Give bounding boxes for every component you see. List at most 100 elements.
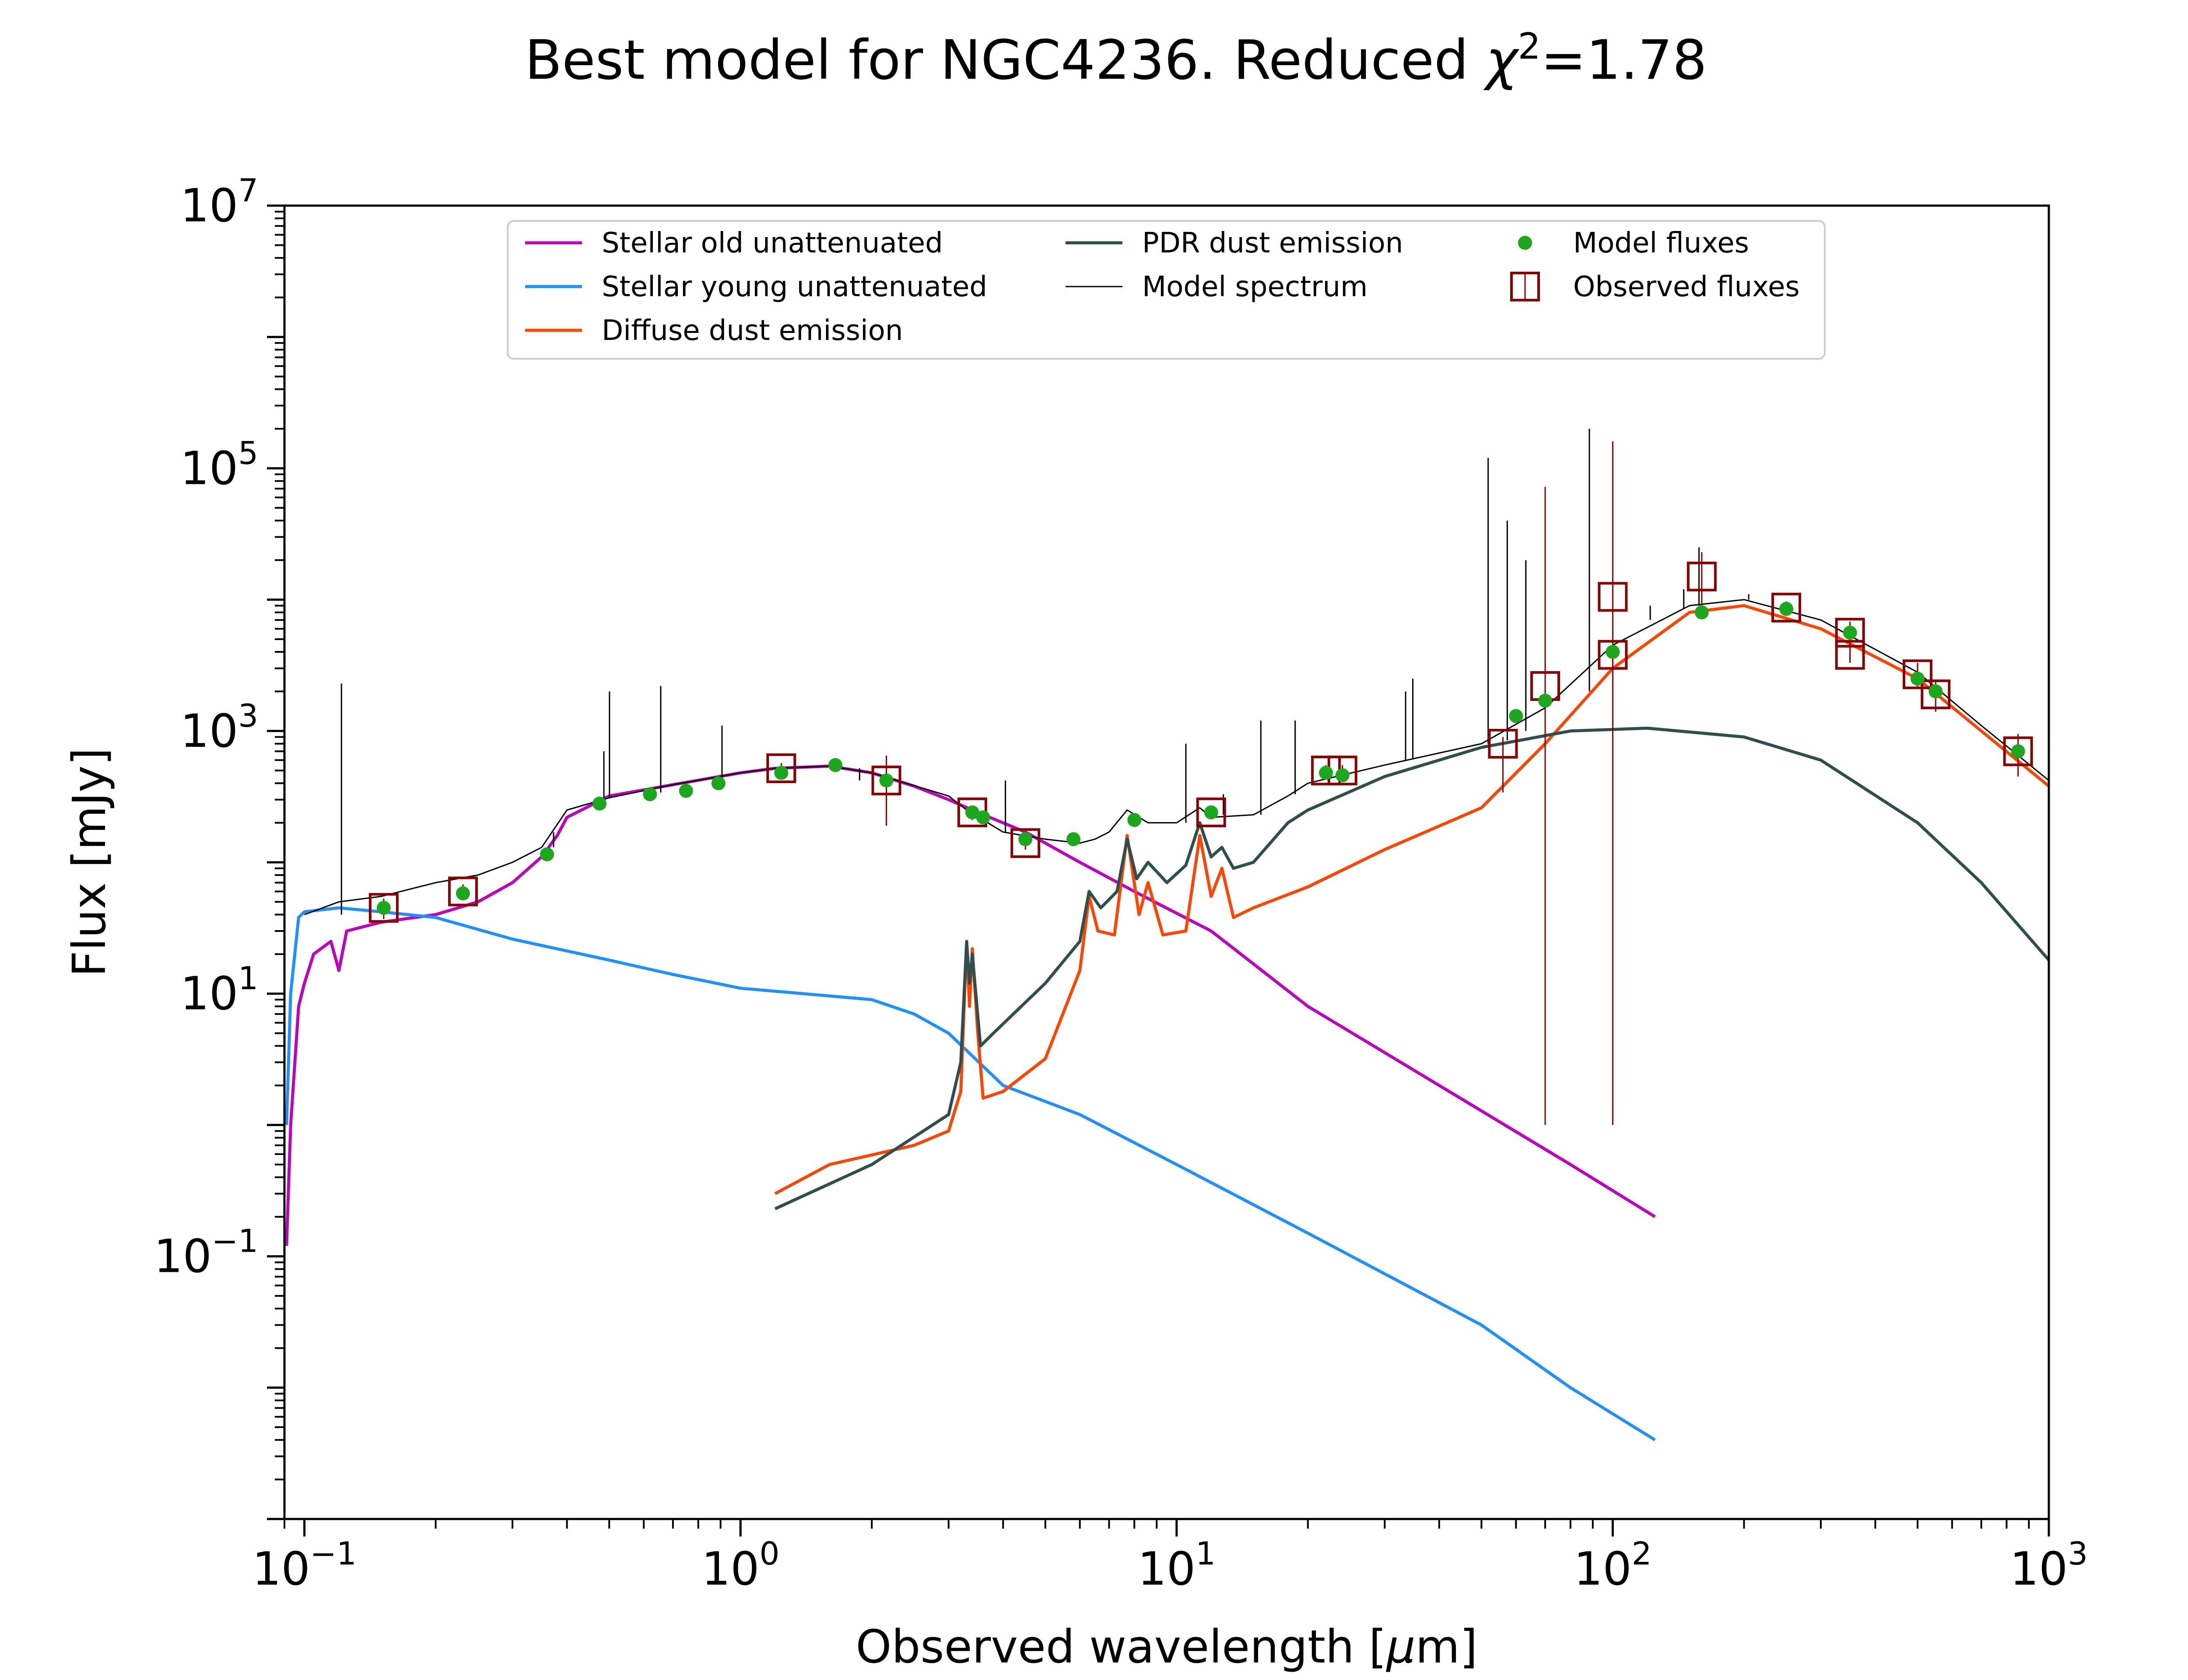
- x-tick-label-exponent: 2: [1632, 1535, 1652, 1572]
- y-tick-label-base: 10: [180, 704, 238, 758]
- series-stellar-old-unattenuated: [285, 764, 1656, 1246]
- x-tick-label-exponent: 3: [2068, 1535, 2088, 1572]
- observed-flux-point-14: [1771, 592, 1801, 623]
- model-flux-point-16: [1319, 766, 1333, 780]
- legend-label-stellar-young-unattenuated: Stellar young unattenuated: [602, 271, 987, 303]
- x-axis-label-prefix: Observed wavelength [: [856, 1620, 1387, 1673]
- y-tick-label-4: 107: [180, 172, 258, 232]
- model-flux-point-3: [592, 796, 607, 811]
- y-tick-label-0: 10−1: [154, 1223, 258, 1283]
- x-tick-label-exponent: 1: [1196, 1535, 1216, 1572]
- x-tick-label-base: 10: [2010, 1542, 2068, 1596]
- legend: Stellar old unattenuated Stellar young un…: [507, 220, 1826, 360]
- x-tick-label-base: 10: [701, 1542, 759, 1596]
- y-tick-label-1: 101: [180, 960, 258, 1020]
- observed-flux-point-15: [1835, 618, 1865, 648]
- x-axis-label-mu: μ: [1385, 1620, 1415, 1673]
- legend-label-stellar-old-unattenuated: Stellar old unattenuated: [602, 227, 943, 259]
- y-tick-label-base: 10: [180, 967, 238, 1020]
- model-flux-point-7: [774, 766, 789, 780]
- model-flux-point-0: [376, 901, 391, 915]
- model-flux-point-25: [1929, 684, 1943, 699]
- legend-box: [507, 220, 1826, 360]
- model-flux-point-22: [1779, 602, 1793, 616]
- legend-item-stellar-young-unattenuated: Stellar young unattenuated: [525, 271, 987, 303]
- y-tick-label-exponent: 3: [238, 697, 258, 734]
- model-flux-point-23: [1843, 626, 1857, 640]
- x-tick-label-exponent: −1: [310, 1535, 357, 1572]
- x-tick-label-0: 10−1: [252, 1535, 356, 1596]
- observed-flux-point-18: [1921, 679, 1951, 710]
- model-flux-point-18: [1509, 709, 1523, 723]
- model-flux-point-4: [643, 787, 657, 802]
- model-flux-point-2: [540, 847, 554, 861]
- model-flux-point-6: [711, 776, 726, 791]
- observed-flux-point-0: [368, 893, 399, 923]
- y-tick-label-exponent: −1: [212, 1223, 258, 1260]
- model-flux-point-17: [1335, 768, 1350, 783]
- observed-flux-point-17: [1902, 659, 1932, 690]
- model-flux-point-13: [1066, 832, 1081, 847]
- observed-flux-point-19: [2003, 736, 2033, 766]
- observed-flux-point-12: [1598, 640, 1628, 670]
- model-flux-point-5: [679, 784, 693, 798]
- model-flux-point-15: [1204, 805, 1218, 819]
- model-flux-point-20: [1606, 645, 1620, 659]
- series-diffuse-dust-emission: [774, 604, 2049, 1195]
- y-tick-label-base: 10: [180, 441, 238, 495]
- observed-flux-point-5: [1010, 828, 1041, 858]
- y-axis-label: Flux [mJy]: [63, 748, 116, 977]
- model-flux-point-8: [828, 758, 842, 772]
- y-tick-label-exponent: 5: [238, 434, 258, 471]
- legend-label-model-fluxes: Model fluxes: [1573, 227, 1749, 259]
- observed-flux-point-16: [1835, 640, 1865, 670]
- model-flux-point-14: [1127, 813, 1142, 827]
- chart-title-symbol: χ: [1483, 29, 1520, 92]
- plot-content: [285, 429, 2049, 1442]
- y-tick-label-base: 10: [154, 1230, 212, 1283]
- y-tick-label-3: 105: [180, 434, 258, 495]
- model-flux-point-19: [1538, 693, 1553, 708]
- legend-item-pdr-dust-emission: PDR dust emission: [1066, 227, 1403, 259]
- model-flux-point-12: [1018, 832, 1033, 847]
- model-flux-point-21: [1694, 605, 1709, 620]
- chart-title-suffix: =1.78: [1541, 29, 1707, 92]
- series-pdr-dust-emission: [774, 726, 2049, 1211]
- legend-swatch-model-fluxes: [1518, 236, 1532, 250]
- chart-title-superscript: 2: [1518, 26, 1541, 67]
- y-tick-label-exponent: 7: [238, 172, 258, 209]
- model-flux-point-26: [2011, 744, 2025, 759]
- x-tick-label-base: 10: [1574, 1542, 1631, 1596]
- legend-item-model-spectrum: Model spectrum: [1066, 271, 1368, 303]
- x-tick-label-base: 10: [252, 1542, 310, 1596]
- x-tick-label-base: 10: [1138, 1542, 1196, 1596]
- model-flux-point-1: [456, 886, 470, 901]
- legend-item-diffuse-dust-emission: Diffuse dust emission: [525, 315, 903, 347]
- legend-label-pdr-dust-emission: PDR dust emission: [1142, 227, 1403, 259]
- x-tick-label-1: 100: [701, 1535, 779, 1596]
- chart-title: Best model for NGC4236. Reduced χ2=1.78: [525, 26, 1707, 92]
- x-axis: 10−1 100 101 102 103: [252, 1519, 2088, 1596]
- observed-flux-point-9: [1488, 728, 1518, 759]
- model-flux-point-11: [976, 810, 990, 825]
- x-tick-label-exponent: 0: [759, 1535, 779, 1572]
- x-tick-label-3: 102: [1574, 1535, 1652, 1596]
- plot-frame: [283, 204, 2050, 1520]
- plot-area: [285, 429, 2049, 1442]
- y-tick-label-2: 103: [180, 697, 258, 758]
- observed-flux-point-1: [448, 876, 478, 906]
- y-tick-label-exponent: 1: [238, 960, 258, 997]
- observed-flux-point-11: [1598, 582, 1628, 612]
- series-model-spectrum: [304, 599, 2049, 915]
- observed-flux-point-2: [766, 753, 796, 784]
- legend-label-diffuse-dust-emission: Diffuse dust emission: [602, 315, 903, 347]
- y-tick-label-base: 10: [180, 179, 238, 232]
- x-tick-label-4: 103: [2010, 1535, 2088, 1596]
- legend-item-model-fluxes: Model fluxes: [1518, 227, 1749, 259]
- observed-flux-point-3: [871, 765, 901, 795]
- model-flux-point-9: [879, 773, 894, 788]
- x-tick-label-2: 101: [1138, 1535, 1216, 1596]
- x-axis-label-suffix: m]: [1416, 1620, 1478, 1673]
